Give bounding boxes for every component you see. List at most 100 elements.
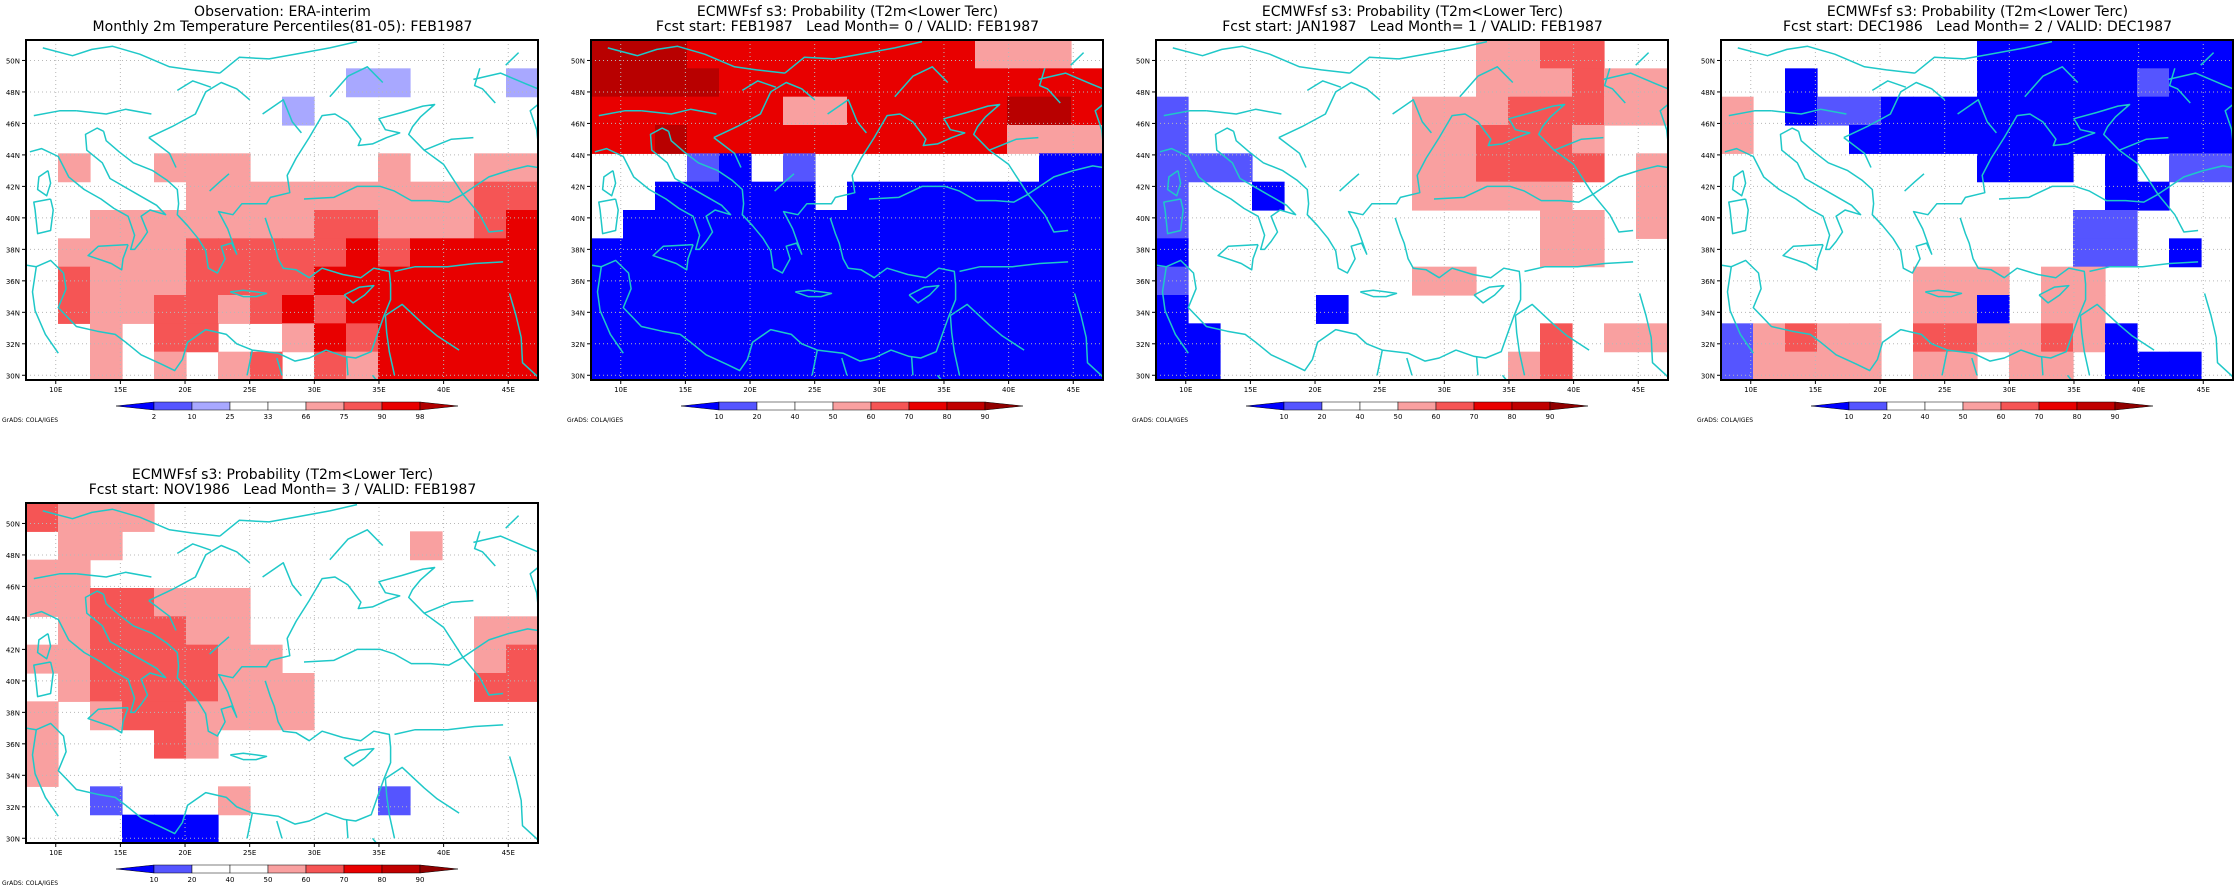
grid-cell bbox=[154, 588, 187, 617]
grads-credit: GrADS: COLA/IGES bbox=[1697, 417, 1753, 424]
lat-tick-label: 36N bbox=[1701, 278, 1715, 286]
map-canvas: 30N 32N 34N 36N 38N 40N 42N 44N 46N 48N 50N 10E 15E 2… bbox=[2, 502, 539, 887]
grid-cell bbox=[346, 295, 379, 324]
grid-cell bbox=[655, 295, 688, 324]
color-bar-label: 70 bbox=[905, 413, 914, 421]
grid-cell bbox=[378, 210, 411, 239]
panel-title-line-2: Monthly 2m Temperature Percentiles(81-05… bbox=[92, 19, 473, 35]
grid-cell bbox=[122, 238, 155, 268]
grid-cell bbox=[378, 238, 411, 268]
grid-cell bbox=[122, 701, 155, 731]
grid-cell bbox=[655, 238, 688, 268]
lat-tick-label: 30N bbox=[1701, 372, 1715, 380]
grid-cell bbox=[282, 210, 315, 239]
grid-cell bbox=[1977, 96, 2010, 126]
grid-cell bbox=[719, 125, 752, 154]
grid-cell bbox=[1476, 125, 1509, 154]
lat-tick-label: 50N bbox=[6, 520, 20, 528]
grid-cell bbox=[1572, 68, 1605, 98]
grid-cell bbox=[122, 210, 155, 239]
grid-cell bbox=[218, 153, 251, 183]
grid-cell bbox=[719, 96, 752, 126]
grid-cell bbox=[2105, 323, 2138, 353]
grid-cell bbox=[186, 210, 219, 239]
grid-cell bbox=[2169, 153, 2202, 183]
panel-title-line-1: Observation: ERA-interim bbox=[194, 4, 371, 20]
grid-cell bbox=[1508, 40, 1541, 69]
grid-cell bbox=[282, 238, 315, 268]
color-bar-label: 50 bbox=[1394, 413, 1403, 421]
grid-cell bbox=[815, 323, 848, 353]
grid-cell bbox=[1540, 40, 1573, 69]
grid-cell bbox=[687, 238, 720, 268]
grid-cell bbox=[2041, 323, 2074, 353]
grid-cell bbox=[1977, 323, 2010, 353]
grid-cell bbox=[1945, 351, 1978, 380]
grid-cell bbox=[879, 125, 912, 154]
color-bar-label: 50 bbox=[1959, 413, 1968, 421]
grid-cell bbox=[847, 238, 880, 268]
color-bar-label: 40 bbox=[226, 876, 235, 884]
grid-cell bbox=[2073, 40, 2106, 69]
grid-cell bbox=[1039, 153, 1072, 183]
probability-cells bbox=[591, 40, 1103, 380]
lat-tick-label: 44N bbox=[6, 615, 20, 623]
grid-cell bbox=[719, 351, 752, 380]
color-bar-label: 98 bbox=[416, 413, 425, 421]
map-canvas: 30N 32N 34N 36N 38N 40N 42N 44N 46N 48N 50N 10E 15E 2… bbox=[2, 39, 539, 424]
grid-cell bbox=[1007, 295, 1040, 324]
grid-cell bbox=[751, 125, 784, 154]
lat-tick-label: 50N bbox=[1701, 57, 1715, 65]
lat-tick-label: 46N bbox=[6, 120, 20, 128]
grid-cell bbox=[815, 210, 848, 239]
color-bar-label: 10 bbox=[1845, 413, 1854, 421]
coastlines bbox=[26, 503, 538, 843]
grid-cell bbox=[1572, 125, 1605, 154]
grid-cell bbox=[1540, 323, 1573, 353]
grid-cell bbox=[623, 238, 656, 268]
grid-cell bbox=[2137, 68, 2170, 98]
grid-cell bbox=[90, 786, 123, 816]
lon-tick-label: 25E bbox=[1373, 386, 1386, 394]
grid-cell bbox=[975, 238, 1008, 268]
grid-cell bbox=[1913, 295, 1946, 324]
grid-cell bbox=[1444, 125, 1477, 154]
grid-cell bbox=[1039, 323, 1072, 353]
grid-cell bbox=[1039, 125, 1072, 154]
grid-cell bbox=[687, 295, 720, 324]
color-bar-label: 10 bbox=[150, 876, 159, 884]
grid-cell bbox=[2073, 323, 2106, 353]
lon-tick-label: 10E bbox=[49, 849, 62, 857]
grid-cell bbox=[1039, 295, 1072, 324]
grid-cell bbox=[314, 323, 347, 353]
lon-tick-label: 20E bbox=[1308, 386, 1321, 394]
lat-tick-label: 38N bbox=[6, 709, 20, 717]
grid-cell bbox=[346, 323, 379, 353]
lon-tick-label: 25E bbox=[243, 386, 256, 394]
grid-cell bbox=[687, 351, 720, 380]
map-frame bbox=[1720, 39, 2234, 381]
lat-tick-label: 40N bbox=[1136, 215, 1150, 223]
grid-cell bbox=[655, 68, 688, 98]
grid-cell bbox=[410, 323, 443, 353]
color-bar-label: 20 bbox=[188, 876, 197, 884]
lat-tick-label: 42N bbox=[1701, 183, 1715, 191]
lon-tick-label: 45E bbox=[502, 849, 515, 857]
probability-cells bbox=[26, 503, 538, 843]
grid-cell bbox=[154, 295, 187, 324]
map-canvas: 30N 32N 34N 36N 38N 40N 42N 44N 46N 48N 50N 10E 15E 2… bbox=[1697, 39, 2234, 424]
color-bar-label: 60 bbox=[1997, 413, 2006, 421]
lat-tick-label: 30N bbox=[6, 372, 20, 380]
coastlines bbox=[591, 40, 1103, 380]
grid-cell bbox=[346, 210, 379, 239]
color-bar: 10 20 40 50 60 70 80 90 bbox=[680, 401, 1024, 421]
grid-cell bbox=[623, 323, 656, 353]
lon-tick-label: 40E bbox=[437, 386, 450, 394]
grid-cell bbox=[1007, 210, 1040, 239]
grid-cell bbox=[250, 210, 283, 239]
grid-cell bbox=[154, 323, 187, 353]
map-panel-obs: Observation: ERA-interim Monthly 2m Tempe… bbox=[0, 0, 545, 430]
grid-cell bbox=[943, 323, 976, 353]
lat-tick-label: 38N bbox=[571, 246, 585, 254]
grid-cell bbox=[1604, 96, 1637, 126]
